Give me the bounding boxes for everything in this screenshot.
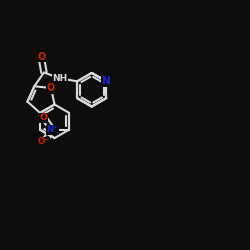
Text: N⁺: N⁺ xyxy=(46,125,58,134)
Text: O: O xyxy=(40,113,48,122)
Text: N: N xyxy=(102,76,111,86)
Text: NH: NH xyxy=(52,74,68,83)
Text: O: O xyxy=(37,52,45,62)
Text: O⁻: O⁻ xyxy=(38,137,50,146)
Text: N⁺: N⁺ xyxy=(46,125,58,134)
Text: O⁻: O⁻ xyxy=(38,137,50,146)
Text: O: O xyxy=(40,113,48,122)
Text: O: O xyxy=(47,83,55,93)
Text: N: N xyxy=(102,76,111,86)
Text: O: O xyxy=(47,83,55,93)
Text: NH: NH xyxy=(52,74,68,83)
Text: O: O xyxy=(37,52,45,62)
